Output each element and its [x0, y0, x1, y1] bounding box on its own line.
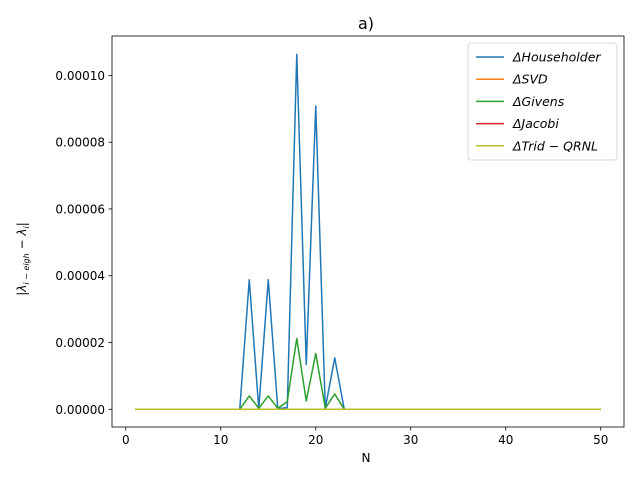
- x-tick-label-3: 30: [403, 433, 418, 447]
- axes-frame: [111, 35, 625, 428]
- y-axis-label-subscript: i − eigh: [22, 253, 31, 284]
- y-tick-label-3: 0.00006: [55, 202, 105, 216]
- axes-layer: 0 10 20 30 40 50 0.00000 0.00002 0.00004 0.00006 0…: [55, 35, 625, 447]
- svg-text:|λi − eigh − λi|: |λi − eigh − λi|: [15, 222, 31, 296]
- legend-label-2: ΔGivens: [512, 94, 565, 109]
- x-tick-label-0: 0: [122, 433, 130, 447]
- y-tick-label-0: 0.00000: [55, 403, 105, 417]
- x-tick-label-4: 40: [498, 433, 513, 447]
- legend-label-3: ΔJacobi: [512, 116, 559, 131]
- legend-box: [467, 42, 618, 161]
- series-layer: [135, 53, 601, 411]
- x-tick-label-2: 20: [308, 433, 323, 447]
- y-tick-label-5: 0.00010: [55, 69, 105, 83]
- legend-label-4: ΔTrid − QRNL: [512, 138, 598, 153]
- y-axis-label-bar-right: |: [15, 222, 29, 226]
- legend-label-1: ΔSVD: [512, 72, 548, 87]
- x-axis-label: N: [362, 451, 371, 465]
- y-axis-label-minus: − λ: [15, 229, 29, 254]
- y-tick-label-2: 0.00004: [55, 269, 105, 283]
- y-axis-label-subscript-i: i: [22, 226, 31, 229]
- y-tick-label-1: 0.00002: [55, 336, 105, 350]
- legend-label-0: ΔHouseholder: [512, 50, 601, 65]
- y-tick-label-4: 0.00008: [55, 136, 105, 150]
- chart-title: a): [358, 14, 374, 33]
- x-tick-label-1: 10: [213, 433, 228, 447]
- legend: ΔHouseholder ΔSVD ΔGivens ΔJacobi ΔTrid − QR…: [467, 42, 618, 161]
- y-axis-label-bar-left: |λ: [15, 285, 29, 296]
- y-axis-label: |λi − eigh − λi|: [15, 222, 31, 296]
- x-tick-label-5: 50: [593, 433, 608, 447]
